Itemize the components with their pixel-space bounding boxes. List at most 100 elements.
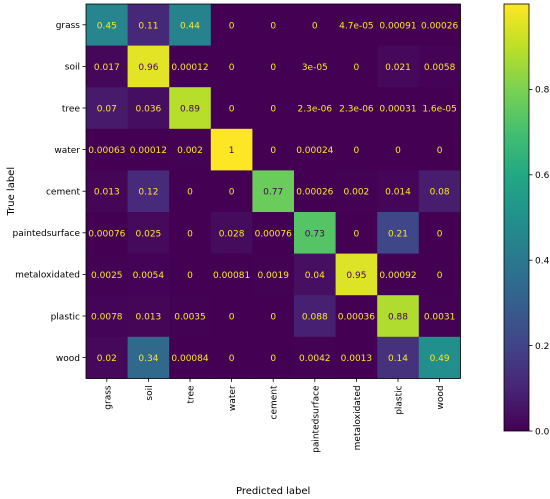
heatmap-cell [86, 336, 128, 379]
x-tick-label: plastic [395, 385, 405, 414]
heatmap-cell [169, 128, 212, 171]
heatmap-cell [169, 45, 212, 88]
heatmap-cell [210, 45, 253, 88]
cell-value-label: 0 [270, 21, 276, 31]
cell-value-label: 0.00081 [213, 271, 250, 281]
colorbar-tick-label: 0.8 [535, 86, 550, 96]
cell-value-label: 1.6e-05 [422, 105, 457, 115]
colorbar-ticks: 0.0 0.2 0.4 0.6 0.8 [529, 86, 550, 437]
heatmap-cell [294, 87, 336, 130]
cell-value-label: 0 [229, 105, 235, 115]
heatmap-cell [127, 212, 170, 254]
heatmap-cell [377, 170, 420, 213]
y-tick-label: soil [65, 63, 80, 73]
cell-value-label: 0 [187, 229, 193, 239]
heatmap-cell [86, 253, 128, 296]
heatmap-cell [418, 295, 461, 338]
cell-value-label: 0.021 [385, 63, 411, 73]
cell-value-label: 0.0013 [341, 354, 373, 364]
cell-value-label: 0.34 [138, 354, 158, 364]
cell-value-label: 0.95 [346, 271, 366, 281]
x-tick-label: water [228, 385, 238, 411]
heatmap-cell [377, 295, 420, 338]
cell-value-label: 0.0035 [174, 313, 206, 323]
cell-value-label: 0.12 [138, 188, 158, 198]
colorbar-tick-label: 0.2 [535, 342, 549, 352]
heatmap-cell [418, 45, 461, 88]
heatmap-cell [210, 212, 253, 254]
cell-value-label: 0.0042 [299, 354, 331, 364]
x-tick-label: metaloxidated [353, 385, 363, 450]
heatmap-cell [335, 295, 378, 338]
heatmap-cell [252, 212, 295, 254]
colorbar-tick-label: 0.6 [535, 171, 550, 181]
heatmap-cell [86, 212, 128, 254]
y-tick-label: grass [56, 21, 81, 31]
heatmap-cell [418, 212, 461, 254]
cell-value-label: 0.0054 [133, 271, 165, 281]
cell-value-label: 0.00076 [88, 229, 125, 239]
heatmap-cell [335, 336, 378, 379]
heatmap-cell [294, 253, 336, 296]
cell-value-label: 0.002 [344, 188, 370, 198]
colorbar-tick-label: 0.0 [535, 427, 550, 437]
cell-value-label: 0 [187, 271, 193, 281]
heatmap-cell [377, 4, 420, 46]
heatmap-cell [418, 87, 461, 130]
x-tick-label: grass [103, 385, 113, 410]
heatmap-cell [86, 170, 128, 213]
heatmap-cell [294, 4, 336, 46]
cell-value-label: 0.0019 [257, 271, 289, 281]
heatmap-cell [335, 170, 378, 213]
y-tick-label: wood [56, 354, 80, 364]
heatmap-cell [210, 4, 253, 46]
cell-value-label: 0.00063 [88, 146, 125, 156]
heatmap-cell [169, 253, 212, 296]
heatmap-cell [252, 4, 295, 46]
heatmap-cell [252, 45, 295, 88]
cell-value-label: 0.013 [136, 313, 162, 323]
y-tick-label: water [54, 146, 80, 156]
heatmap-cell [335, 212, 378, 254]
heatmap-cell [377, 87, 420, 130]
x-tick-label: wood [436, 385, 446, 409]
heatmap-cell [169, 4, 212, 46]
heatmap-cell [377, 253, 420, 296]
heatmap-cell [294, 212, 336, 254]
colorbar-tick-label: 0.4 [535, 257, 550, 267]
cell-value-label: 0 [270, 354, 276, 364]
x-axis-ticks: grass soil tree water cement paintedsurface me… [103, 378, 446, 453]
y-tick-label: paintedsurface [13, 229, 81, 239]
cell-value-label: 0.21 [388, 229, 408, 239]
heatmap-cell [418, 4, 461, 46]
cell-value-label: 0.00031 [379, 105, 416, 115]
heatmap-cell [127, 128, 170, 171]
cell-value-label: 0.89 [180, 105, 200, 115]
heatmap-cells [86, 4, 461, 379]
colorbar [503, 3, 530, 432]
heatmap-cell [377, 212, 420, 254]
heatmap-cell [127, 87, 170, 130]
cell-value-label: 0.00012 [130, 146, 167, 156]
heatmap-cell [169, 212, 212, 254]
x-tick-label: cement [270, 385, 280, 419]
cell-value-label: 0.11 [138, 21, 158, 31]
heatmap-cell [252, 128, 295, 171]
x-axis-label: Predicted label [236, 486, 310, 497]
cell-value-label: 0.0058 [424, 63, 456, 73]
heatmap-cell [335, 87, 378, 130]
cell-value-label: 0 [229, 21, 235, 31]
cell-value-label: 0 [270, 63, 276, 73]
cell-value-label: 0.49 [430, 354, 450, 364]
cell-value-label: 0 [270, 105, 276, 115]
cell-value-label: 0.73 [305, 229, 325, 239]
heatmap-cell [127, 4, 170, 46]
cell-value-label: 0 [354, 146, 360, 156]
heatmap-cell [86, 87, 128, 130]
cell-value-label: 0.0078 [91, 313, 123, 323]
heatmap-cell [335, 253, 378, 296]
heatmap-cell [418, 336, 461, 379]
cell-value-label: 0.017 [94, 63, 120, 73]
cell-value-label: 0 [312, 21, 318, 31]
